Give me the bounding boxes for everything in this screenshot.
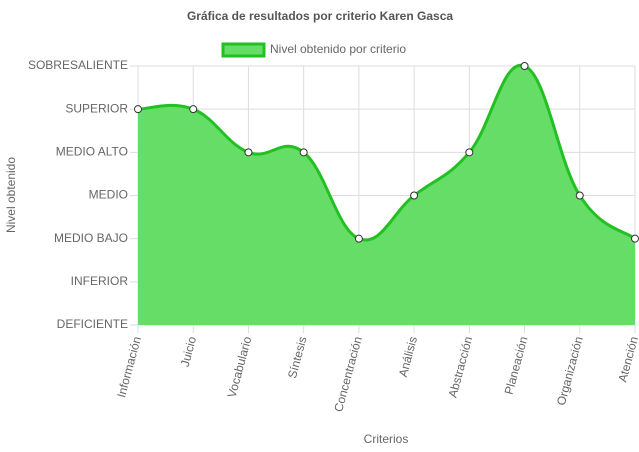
- legend-swatch: [221, 42, 266, 58]
- x-axis-title: Criterios: [364, 432, 409, 446]
- line: [137, 63, 636, 242]
- point: [354, 234, 363, 243]
- x-tick-label: Información: [114, 335, 144, 399]
- y-tick-label: SUPERIOR: [65, 101, 128, 115]
- x-tick-label: Concentración: [331, 335, 365, 413]
- point: [410, 191, 419, 200]
- x-tick-label: Atención: [615, 335, 639, 384]
- x-tick-label: Planeación: [502, 335, 531, 396]
- x-tick-label: Síntesis: [285, 335, 310, 380]
- y-tick-label: INFERIOR: [71, 274, 129, 288]
- x-tick-label: Juicio: [178, 335, 200, 369]
- point: [244, 148, 253, 157]
- y-tick-label: MEDIO BAJO: [54, 231, 128, 245]
- x-tick-label: Abstracción: [446, 335, 476, 399]
- x-tick-label: Vocabulario: [225, 335, 255, 400]
- point: [299, 148, 308, 157]
- y-tick-label: SOBRESALIENTE: [28, 58, 128, 72]
- point: [520, 62, 529, 70]
- point: [189, 105, 198, 114]
- legend-label: Nivel obtenido por criterio: [270, 42, 406, 56]
- y-axis-title: Nivel obtenido: [4, 157, 18, 233]
- x-tick-label: Análisis: [396, 335, 420, 379]
- chart-title: Gráfica de resultados por criterio Karen…: [187, 9, 453, 23]
- y-tick-label: MEDIO: [89, 188, 128, 202]
- point: [631, 234, 639, 243]
- y-tick-label: MEDIO ALTO: [56, 145, 128, 159]
- x-tick-label: Organización: [554, 335, 586, 407]
- area-fill: [138, 65, 635, 326]
- point: [575, 191, 584, 200]
- point: [465, 148, 474, 157]
- y-tick-label: DEFICIENTE: [57, 317, 128, 331]
- point: [134, 105, 142, 114]
